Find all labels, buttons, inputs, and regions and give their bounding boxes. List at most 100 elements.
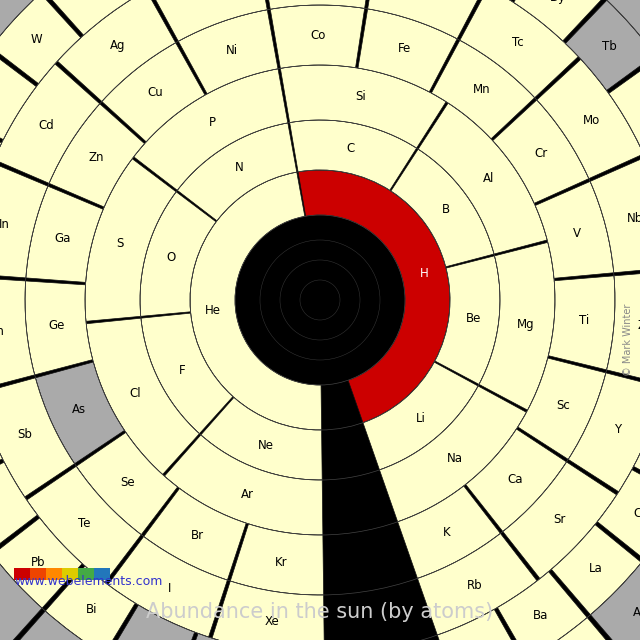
Text: Cr: Cr: [534, 147, 548, 160]
Wedge shape: [27, 467, 141, 582]
Text: Pb: Pb: [31, 556, 45, 568]
Wedge shape: [397, 486, 500, 579]
Wedge shape: [177, 634, 259, 640]
Wedge shape: [76, 433, 177, 534]
Text: I: I: [168, 582, 172, 595]
Text: Be: Be: [466, 312, 481, 325]
Text: Ne: Ne: [258, 439, 274, 452]
Wedge shape: [358, 9, 457, 92]
Wedge shape: [437, 609, 524, 640]
Wedge shape: [591, 563, 640, 640]
Wedge shape: [568, 373, 640, 492]
Text: Ge: Ge: [48, 319, 65, 332]
Wedge shape: [417, 533, 537, 635]
Text: Cl: Cl: [129, 387, 141, 400]
Text: Cd: Cd: [38, 119, 54, 132]
Wedge shape: [607, 0, 640, 55]
Text: Ag: Ag: [110, 39, 125, 52]
Wedge shape: [140, 192, 216, 316]
Wedge shape: [201, 397, 322, 480]
Wedge shape: [230, 524, 324, 595]
Text: F: F: [179, 364, 185, 376]
Wedge shape: [44, 0, 134, 35]
Text: Mg: Mg: [517, 318, 535, 332]
Text: Mo: Mo: [582, 114, 600, 127]
Text: Sb: Sb: [17, 428, 32, 441]
Wedge shape: [0, 0, 40, 47]
Wedge shape: [418, 103, 547, 254]
Text: Br: Br: [191, 529, 204, 541]
Text: Li: Li: [415, 412, 426, 424]
Wedge shape: [134, 68, 288, 190]
Text: S: S: [116, 237, 124, 250]
Wedge shape: [514, 0, 604, 41]
Wedge shape: [537, 60, 640, 179]
Text: O: O: [166, 251, 175, 264]
Text: N: N: [235, 161, 244, 174]
Text: Y: Y: [614, 423, 621, 436]
Wedge shape: [164, 435, 323, 535]
Wedge shape: [590, 157, 640, 273]
Wedge shape: [0, 462, 38, 551]
Wedge shape: [26, 186, 103, 282]
Wedge shape: [535, 181, 614, 278]
Wedge shape: [290, 120, 417, 190]
Bar: [46, 568, 62, 580]
Wedge shape: [0, 0, 81, 84]
Text: As: As: [72, 403, 86, 417]
Wedge shape: [45, 566, 135, 640]
Text: Ba: Ba: [533, 609, 548, 621]
Wedge shape: [0, 518, 82, 608]
Wedge shape: [634, 409, 640, 495]
Text: © Mark Winter: © Mark Winter: [623, 304, 633, 376]
Text: Ti: Ti: [579, 314, 589, 327]
Wedge shape: [391, 149, 494, 267]
Text: Dy: Dy: [550, 0, 566, 3]
Text: Na: Na: [447, 452, 463, 465]
Wedge shape: [108, 605, 195, 640]
Text: Abundance in the sun (by atoms): Abundance in the sun (by atoms): [147, 602, 493, 622]
Wedge shape: [497, 572, 587, 640]
Text: Nb: Nb: [627, 212, 640, 225]
Wedge shape: [597, 470, 640, 559]
Wedge shape: [141, 313, 233, 434]
Wedge shape: [298, 170, 450, 422]
Text: Rb: Rb: [467, 579, 483, 592]
Wedge shape: [609, 59, 640, 147]
Text: P: P: [209, 116, 216, 129]
Wedge shape: [565, 0, 640, 90]
Wedge shape: [0, 401, 3, 486]
Text: Ce: Ce: [633, 506, 640, 520]
Wedge shape: [431, 40, 534, 139]
Text: Sn: Sn: [0, 324, 4, 338]
Wedge shape: [86, 318, 200, 474]
Wedge shape: [212, 581, 324, 640]
Text: V: V: [573, 227, 580, 240]
Wedge shape: [150, 0, 268, 41]
Wedge shape: [0, 378, 75, 497]
Text: Fe: Fe: [397, 42, 411, 55]
Text: Ni: Ni: [225, 44, 237, 57]
Wedge shape: [0, 116, 2, 201]
Text: Si: Si: [356, 90, 366, 103]
Text: Tc: Tc: [512, 36, 524, 49]
Text: Sc: Sc: [556, 399, 570, 412]
Wedge shape: [58, 0, 175, 102]
Text: Xe: Xe: [264, 615, 279, 628]
Text: Tb: Tb: [602, 40, 617, 53]
Wedge shape: [270, 5, 365, 68]
Wedge shape: [280, 65, 446, 148]
Text: Mn: Mn: [472, 83, 490, 96]
Wedge shape: [260, 0, 374, 9]
Wedge shape: [3, 611, 104, 640]
Wedge shape: [0, 277, 35, 390]
Wedge shape: [102, 43, 205, 142]
Bar: [78, 568, 94, 580]
Wedge shape: [49, 104, 145, 207]
Text: Bi: Bi: [86, 604, 97, 616]
Wedge shape: [0, 163, 48, 278]
Text: In: In: [0, 218, 10, 230]
Text: H: H: [420, 267, 428, 280]
Wedge shape: [0, 555, 42, 640]
Wedge shape: [527, 618, 629, 640]
